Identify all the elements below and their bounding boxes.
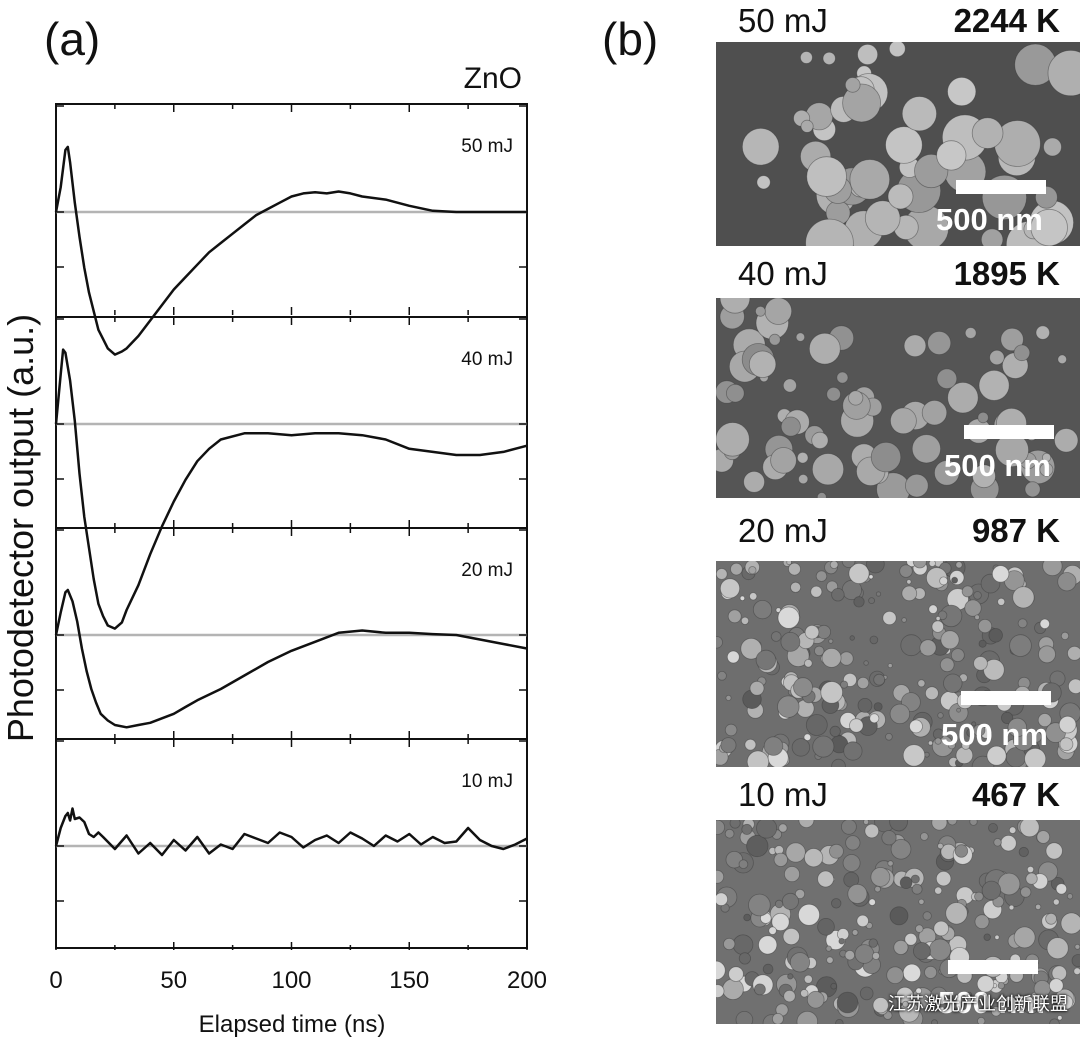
scale-bar-label: 500 nm	[941, 717, 1048, 752]
sem-temperature-label: 1895 K	[953, 255, 1060, 292]
x-tick-label: 100	[271, 967, 311, 994]
series-line	[54, 588, 528, 729]
sem-micrograph: 500 nm	[716, 561, 1080, 767]
series-label: 50 mJ	[461, 136, 513, 157]
sem-micrograph: 500 nm 江苏激光产业创新联盟	[716, 820, 1080, 1024]
sem-texture	[716, 820, 1080, 1024]
watermark: 江苏激光产业创新联盟	[888, 994, 1068, 1014]
x-tick-label: 50	[160, 967, 187, 994]
sem-texture	[741, 42, 1080, 246]
series-line	[54, 807, 528, 857]
scale-bar-label: 500 nm	[936, 202, 1043, 237]
series-line	[54, 145, 527, 356]
sem-temperature-label: 467 K	[971, 776, 1060, 813]
scale-bar-label: 500 nm	[938, 985, 1045, 1020]
material-label: ZnO	[464, 62, 522, 95]
sem-energy-label: 10 mJ	[738, 776, 828, 813]
x-tick-label: 150	[389, 967, 429, 994]
series-label: 20 mJ	[461, 560, 513, 581]
scale-bar	[961, 691, 1051, 705]
sem-micrograph: 500 nm	[716, 42, 1080, 246]
photodetector-chart: 50 mJ 40 mJ 20 mJ 10 mJ ZnO 0 50 100 150 200 Elaps…	[0, 62, 547, 1038]
panel-label-b: (b)	[602, 13, 659, 65]
sem-energy-label: 20 mJ	[738, 512, 828, 549]
series-label: 40 mJ	[461, 349, 513, 370]
x-tick-label: 0	[49, 967, 62, 994]
panel-label-a: (a)	[44, 13, 101, 65]
scale-bar	[948, 960, 1038, 974]
y-axis-label: Photodetector output (a.u.)	[0, 314, 41, 742]
scale-bar	[956, 180, 1046, 194]
sem-temperature-label: 2244 K	[953, 2, 1060, 39]
scale-bar	[964, 425, 1054, 439]
series-line	[54, 348, 528, 630]
sem-micrograph: 500 nm	[716, 298, 1080, 498]
scale-bar-label: 500 nm	[944, 448, 1051, 483]
sem-texture	[716, 298, 1079, 498]
sem-energy-label: 40 mJ	[738, 255, 828, 292]
sem-energy-label: 50 mJ	[738, 2, 828, 39]
sem-temperature-label: 987 K	[971, 512, 1060, 549]
x-tick-label: 200	[507, 967, 547, 994]
x-axis-label: Elapsed time (ns)	[199, 1011, 386, 1038]
series-label: 10 mJ	[461, 771, 513, 792]
